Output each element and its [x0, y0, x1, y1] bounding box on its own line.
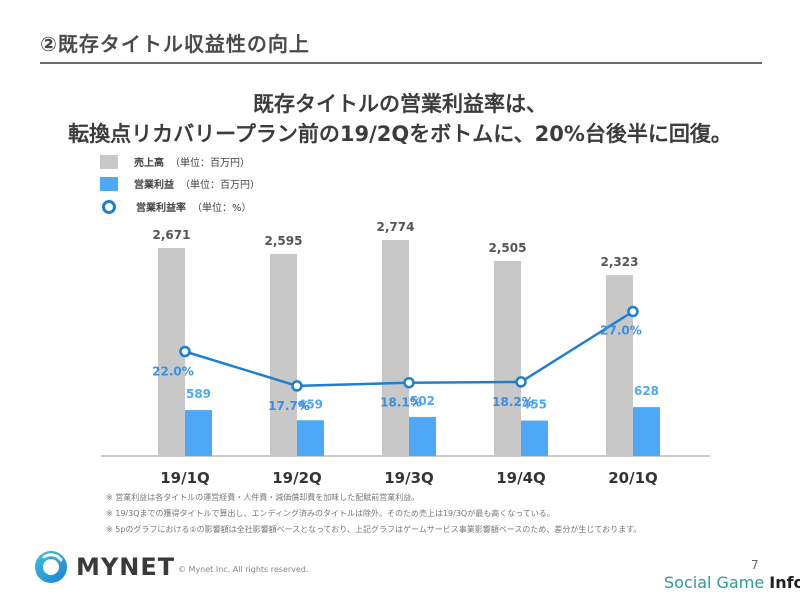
- operating-margin-label: 18.2%: [492, 395, 534, 409]
- legend-item-sales: 売上高 （単位：百万円）: [100, 154, 250, 169]
- operating-profit-value-label: 589: [186, 387, 211, 401]
- page-number: 7: [751, 558, 759, 572]
- operating-profit-bar: [297, 420, 324, 456]
- operating-margin-point: [179, 345, 191, 358]
- footnote-3: ※ 5pのグラフにおける②の影響額は全社影響額ベースとなっており、上記グラフはゲ…: [106, 525, 642, 534]
- sales-bar: [382, 240, 409, 456]
- footnote-1: ※ 営業利益は各タイトルの運営経費・人件費・減価償却費を加味した配賦前営業利益。: [106, 493, 420, 502]
- x-tick-label: 19/1Q: [160, 469, 210, 487]
- watermark-part-2: Info: [769, 573, 800, 592]
- sales-value-label: 2,323: [601, 255, 639, 269]
- x-tick-label: 19/4Q: [496, 469, 546, 487]
- legend-unit-operating-profit: （単位：百万円）: [180, 180, 260, 191]
- sales-bar: [494, 260, 521, 456]
- sales-value-label: 2,505: [489, 241, 527, 255]
- watermark-part-1: Social Game: [664, 573, 770, 592]
- x-tick-label: 19/3Q: [384, 469, 434, 487]
- footer: MYNET © Mynet Inc. All rights reserved. …: [0, 540, 800, 597]
- legend-item-margin: 営業利益率 （単位：%）: [100, 199, 252, 214]
- operating-margin-point: [627, 305, 639, 318]
- operating-margin-point: [403, 376, 415, 389]
- mynet-logo-icon: [35, 551, 67, 583]
- sales-value-label: 2,774: [377, 220, 415, 234]
- operating-profit-value-label: 459: [298, 397, 323, 411]
- section-title: ②既存タイトル収益性の向上: [40, 32, 310, 56]
- operating-profit-value-label: 628: [634, 384, 659, 398]
- legend-label-sales: 売上高: [134, 158, 164, 169]
- legend-item-operating-profit: 営業利益 （単位：百万円）: [100, 176, 260, 191]
- sales-value-label: 2,671: [153, 228, 191, 242]
- headline-line-1: 既存タイトルの営業利益率は、: [253, 92, 547, 116]
- operating-margin-point: [515, 376, 527, 388]
- operating-margin-label: 18.1%: [380, 396, 422, 410]
- operating-margin-point: [291, 380, 303, 392]
- operating-profit-value-label: 502: [410, 394, 435, 408]
- operating-profit-bar: [633, 407, 660, 456]
- footnotes: ※ 営業利益は各タイトルの運営経費・人件費・減価償却費を加味した配賦前営業利益。…: [106, 490, 641, 538]
- operating-profit-bar: [521, 420, 548, 456]
- headline-line-2: 転換点リカバリープラン前の19/2Qをボトムに、20%台後半に回復。: [68, 122, 732, 146]
- legend-swatch-operating-profit: [100, 176, 118, 191]
- operating-margin-label: 27.0%: [600, 324, 642, 338]
- footnote-2: ※ 19/3Qまでの獲得タイトルで算出し、エンディング済みのタイトルは除外。その…: [106, 509, 555, 518]
- operating-profit-bar: [185, 410, 212, 456]
- legend-label-operating-profit: 営業利益: [134, 180, 174, 191]
- x-tick-label: 19/2Q: [272, 469, 322, 487]
- sales-bar: [270, 253, 297, 456]
- logo-wordmark: MYNET: [76, 553, 176, 581]
- x-tick-label: 20/1Q: [608, 469, 658, 487]
- operating-profit-bar: [409, 416, 436, 456]
- operating-profit-value-label: 455: [522, 398, 547, 412]
- legend-unit-sales: （単位：百万円）: [170, 158, 250, 169]
- operating-margin-label: 17.7%: [268, 399, 310, 413]
- legend-marker-margin: [102, 199, 116, 214]
- sales-bar: [606, 275, 633, 456]
- legend-label-margin: 営業利益率: [136, 203, 186, 214]
- operating-margin-label: 22.0%: [152, 365, 194, 379]
- title-divider: [40, 62, 762, 64]
- legend-unit-margin: （単位：%）: [192, 203, 252, 214]
- watermark: Social Game Info: [664, 573, 800, 592]
- sales-value-label: 2,595: [265, 234, 303, 248]
- legend-swatch-sales: [100, 154, 118, 169]
- copyright-text: © Mynet Inc. All rights reserved.: [178, 565, 309, 574]
